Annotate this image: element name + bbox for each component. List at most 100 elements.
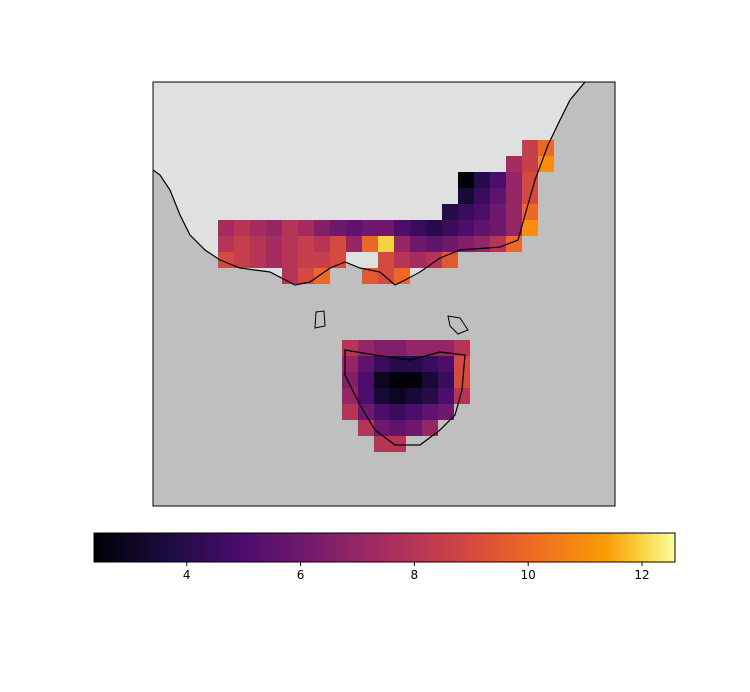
cell — [378, 236, 394, 252]
cell — [374, 420, 390, 436]
cell — [522, 156, 538, 172]
cell — [358, 356, 374, 372]
cell — [474, 236, 490, 252]
cell — [538, 140, 554, 156]
cell — [458, 172, 474, 188]
cell — [522, 220, 538, 236]
cell — [314, 268, 330, 284]
cell — [298, 268, 314, 284]
cell — [422, 404, 438, 420]
cell — [426, 236, 442, 252]
cell — [422, 340, 438, 356]
cell — [422, 372, 438, 388]
cell — [422, 388, 438, 404]
cell — [474, 172, 490, 188]
cell — [458, 236, 474, 252]
cell — [438, 356, 454, 372]
cell — [378, 252, 394, 268]
cell — [506, 172, 522, 188]
cell — [218, 236, 234, 252]
colorbar-tick-label: 4 — [183, 568, 191, 582]
cell — [506, 204, 522, 220]
cell — [438, 388, 454, 404]
cell — [506, 188, 522, 204]
cell — [390, 388, 406, 404]
cell — [362, 236, 378, 252]
cell — [490, 236, 506, 252]
cell — [406, 388, 422, 404]
cell — [438, 372, 454, 388]
cell — [346, 220, 362, 236]
cell — [522, 204, 538, 220]
cell — [342, 404, 358, 420]
cell — [250, 220, 266, 236]
cell — [374, 372, 390, 388]
cell — [406, 340, 422, 356]
cell — [454, 372, 470, 388]
tasmania-coast — [344, 349, 466, 446]
cell — [330, 220, 346, 236]
colorbar-tick-label: 12 — [634, 568, 649, 582]
cell — [390, 404, 406, 420]
cell — [346, 236, 362, 252]
cell — [458, 204, 474, 220]
cell — [298, 236, 314, 252]
coastline — [153, 82, 586, 286]
cell — [422, 420, 438, 436]
cell — [474, 204, 490, 220]
cell — [426, 220, 442, 236]
colorbar-tick-label: 6 — [297, 568, 305, 582]
cell — [266, 220, 282, 236]
cell — [374, 340, 390, 356]
cell — [474, 220, 490, 236]
cell — [330, 236, 346, 252]
cell — [314, 252, 330, 268]
cell — [250, 252, 266, 268]
cell — [454, 340, 470, 356]
cell — [342, 356, 358, 372]
cell — [490, 204, 506, 220]
cell — [390, 340, 406, 356]
cell — [282, 268, 298, 284]
cell — [490, 172, 506, 188]
colorbar — [93, 532, 676, 563]
cell — [406, 372, 422, 388]
cell — [234, 220, 250, 236]
cell — [454, 388, 470, 404]
colorbar-tick-label: 10 — [521, 568, 536, 582]
cell — [358, 340, 374, 356]
cell — [458, 188, 474, 204]
cell — [374, 436, 390, 452]
cell — [394, 236, 410, 252]
cell — [234, 252, 250, 268]
cell — [410, 236, 426, 252]
cell — [390, 356, 406, 372]
cell — [506, 220, 522, 236]
cell — [282, 220, 298, 236]
cell — [298, 220, 314, 236]
cell — [266, 252, 282, 268]
cell — [410, 252, 426, 268]
cell — [438, 404, 454, 420]
cell — [410, 220, 426, 236]
cell — [358, 372, 374, 388]
cell — [442, 204, 458, 220]
cell — [522, 140, 538, 156]
cell — [490, 220, 506, 236]
cell — [330, 252, 346, 268]
cell — [442, 236, 458, 252]
cell — [234, 236, 250, 252]
cell — [390, 420, 406, 436]
cell — [374, 356, 390, 372]
cell — [374, 404, 390, 420]
cell — [250, 236, 266, 252]
cell — [374, 388, 390, 404]
cell — [506, 156, 522, 172]
cell — [314, 236, 330, 252]
map-frame — [152, 81, 616, 507]
cell — [490, 188, 506, 204]
cell — [390, 436, 406, 452]
cell — [266, 236, 282, 252]
cell — [218, 220, 234, 236]
cell — [362, 268, 378, 284]
